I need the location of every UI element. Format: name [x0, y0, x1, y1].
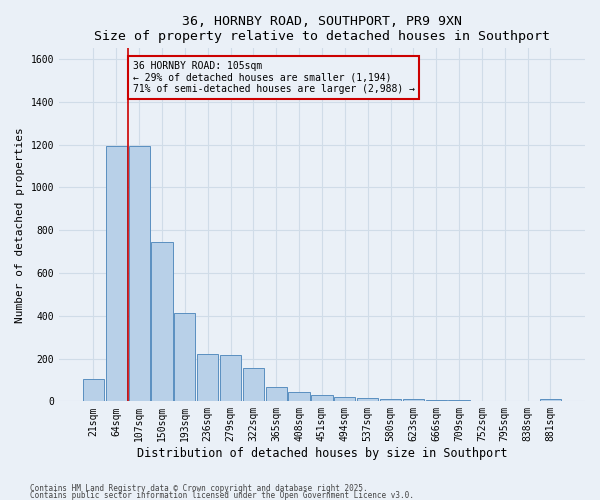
Bar: [448, 400, 470, 402]
Bar: [289, 392, 310, 402]
Bar: [83, 379, 104, 402]
Bar: [243, 368, 264, 402]
Bar: [266, 388, 287, 402]
Bar: [403, 399, 424, 402]
X-axis label: Distribution of detached houses by size in Southport: Distribution of detached houses by size …: [137, 447, 507, 460]
Bar: [334, 397, 355, 402]
Y-axis label: Number of detached properties: Number of detached properties: [15, 127, 25, 322]
Bar: [311, 395, 332, 402]
Bar: [357, 398, 378, 402]
Bar: [197, 354, 218, 402]
Bar: [174, 312, 196, 402]
Title: 36, HORNBY ROAD, SOUTHPORT, PR9 9XN
Size of property relative to detached houses: 36, HORNBY ROAD, SOUTHPORT, PR9 9XN Size…: [94, 15, 550, 43]
Bar: [128, 146, 150, 402]
Text: Contains HM Land Registry data © Crown copyright and database right 2025.: Contains HM Land Registry data © Crown c…: [30, 484, 368, 493]
Bar: [220, 356, 241, 402]
Bar: [106, 146, 127, 402]
Bar: [540, 399, 561, 402]
Bar: [425, 400, 447, 402]
Text: 36 HORNBY ROAD: 105sqm
← 29% of detached houses are smaller (1,194)
71% of semi-: 36 HORNBY ROAD: 105sqm ← 29% of detached…: [133, 60, 415, 94]
Text: Contains public sector information licensed under the Open Government Licence v3: Contains public sector information licen…: [30, 491, 414, 500]
Bar: [380, 399, 401, 402]
Bar: [151, 242, 173, 402]
